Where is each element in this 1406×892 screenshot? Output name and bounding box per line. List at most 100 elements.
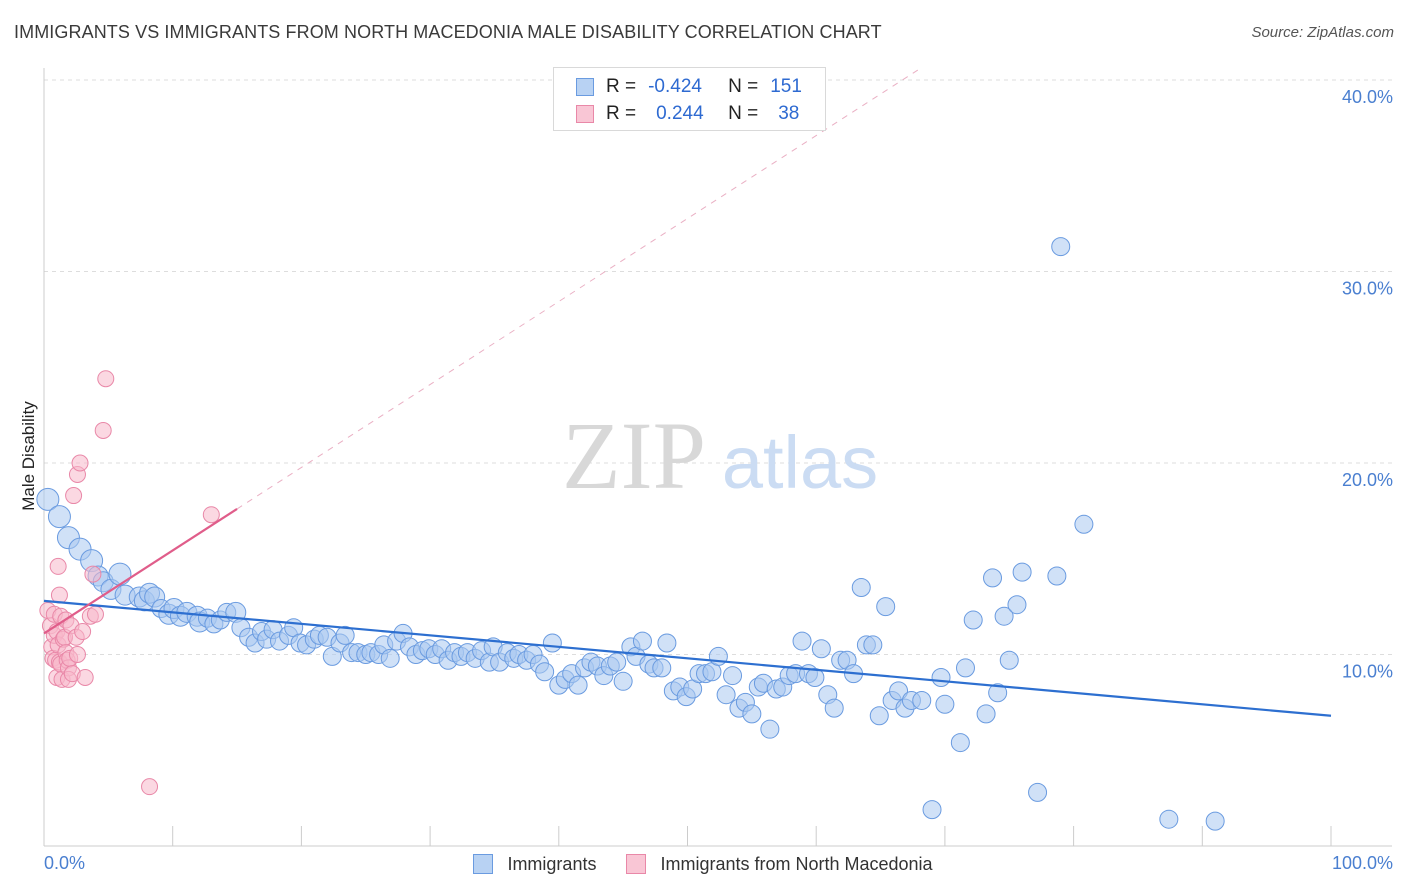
data-point-immigrants	[380, 648, 400, 668]
data-point-immigrants	[632, 631, 652, 651]
data-point-macedonia	[76, 668, 94, 686]
x-tick-label: 100.0%	[1332, 853, 1393, 873]
data-point-immigrants	[876, 597, 896, 617]
data-point-macedonia	[74, 623, 92, 641]
r-value: 0.244	[656, 103, 704, 124]
series-legend: Immigrants Immigrants from North Macedon…	[0, 852, 1406, 876]
data-point-macedonia	[97, 370, 115, 388]
data-point-immigrants	[716, 685, 736, 705]
data-point-immigrants	[542, 633, 562, 653]
data-point-immigrants	[994, 606, 1014, 626]
data-point-immigrants	[935, 694, 955, 714]
r-label: R =	[606, 103, 637, 124]
r-label: R =	[606, 76, 637, 97]
y-tick-label: 30.0%	[1342, 279, 1393, 299]
data-point-immigrants	[335, 625, 355, 645]
data-point-immigrants	[1205, 811, 1225, 831]
data-point-immigrants	[613, 671, 633, 691]
trendline-immigrants	[43, 599, 1332, 717]
y-axis-title: Male Disability	[19, 401, 38, 511]
data-point-immigrants	[955, 658, 975, 678]
grid-lines	[44, 79, 1392, 655]
data-point-immigrants	[851, 577, 871, 597]
data-point-immigrants	[568, 675, 588, 695]
stats-legend-row-macedonia: R = 0.244 N = 38	[576, 102, 799, 126]
legend-label-immigrants: Immigrants	[507, 853, 597, 874]
data-point-immigrants	[47, 505, 71, 529]
watermark: ZIP atlas	[562, 402, 878, 509]
data-point-immigrants	[889, 681, 909, 701]
data-point-immigrants	[963, 610, 983, 630]
data-point-immigrants	[792, 631, 812, 651]
series-immigrants	[36, 237, 1225, 831]
data-point-immigrants	[36, 487, 60, 511]
legend-swatch-immigrants	[576, 78, 594, 96]
legend-item-macedonia[interactable]: Immigrants from North Macedonia	[626, 853, 933, 875]
data-point-immigrants	[1051, 237, 1071, 257]
y-tick-label: 10.0%	[1342, 662, 1393, 682]
data-point-macedonia	[49, 557, 67, 575]
data-point-immigrants	[983, 568, 1003, 588]
y-tick-label: 40.0%	[1342, 87, 1393, 107]
source-label: Source: ZipAtlas.com	[1251, 24, 1394, 41]
n-value: 38	[778, 103, 800, 124]
data-point-immigrants	[805, 667, 825, 687]
stats-legend-row-immigrants: R = -0.424 N = 151	[576, 75, 802, 99]
data-point-immigrants	[607, 652, 627, 672]
data-point-immigrants	[811, 639, 831, 659]
n-label: N =	[728, 76, 759, 97]
data-point-immigrants	[1028, 782, 1048, 802]
data-point-macedonia	[71, 454, 89, 472]
trend-extension	[236, 68, 920, 510]
axes	[43, 68, 1392, 847]
data-point-immigrants	[1012, 562, 1032, 582]
data-point-macedonia	[68, 646, 86, 663]
data-point-immigrants	[1074, 514, 1094, 534]
data-point-immigrants	[824, 698, 844, 718]
data-point-macedonia	[202, 506, 220, 524]
legend-swatch-immigrants	[473, 854, 494, 874]
watermark-zip: ZIP	[562, 402, 706, 509]
data-point-immigrants	[999, 650, 1019, 670]
data-point-macedonia	[65, 487, 83, 505]
data-point-immigrants	[1159, 809, 1179, 829]
legend-label-macedonia: Immigrants from North Macedonia	[660, 853, 933, 874]
data-point-immigrants	[535, 662, 555, 682]
data-point-immigrants	[760, 719, 780, 739]
data-point-macedonia	[141, 778, 159, 796]
r-value: -0.424	[648, 76, 702, 97]
y-tick-label: 20.0%	[1342, 470, 1393, 490]
data-point-macedonia	[84, 565, 102, 583]
data-point-immigrants	[1047, 566, 1067, 586]
trendline-macedonia	[43, 508, 238, 635]
data-point-immigrants	[742, 704, 762, 724]
legend-swatch-macedonia	[576, 105, 594, 123]
chart-title: IMMIGRANTS VS IMMIGRANTS FROM NORTH MACE…	[14, 22, 882, 42]
stats-legend: R = -0.424 N = 151 R = 0.244 N = 38	[553, 67, 826, 131]
data-point-immigrants	[931, 667, 951, 687]
trendlines	[43, 508, 1332, 717]
data-point-immigrants	[657, 633, 677, 653]
data-point-immigrants	[988, 683, 1008, 703]
legend-swatch-macedonia	[626, 854, 647, 874]
x-tick-label: 0.0%	[44, 853, 85, 873]
data-point-immigrants	[723, 666, 743, 686]
data-point-immigrants	[950, 733, 970, 753]
data-point-immigrants	[922, 800, 942, 820]
trend-extension-line	[236, 68, 920, 510]
data-point-immigrants	[1007, 595, 1027, 615]
data-point-macedonia	[86, 605, 104, 623]
data-point-immigrants	[108, 562, 132, 586]
legend-item-immigrants[interactable]: Immigrants	[473, 854, 596, 875]
data-point-macedonia	[94, 421, 112, 439]
series-north-macedonia	[39, 370, 220, 796]
data-point-immigrants	[652, 658, 672, 678]
data-point-immigrants	[863, 635, 883, 655]
n-value: 151	[770, 76, 802, 97]
data-point-immigrants	[912, 690, 932, 710]
data-point-immigrants	[869, 706, 889, 726]
n-label: N =	[728, 103, 759, 124]
watermark-atlas: atlas	[722, 421, 878, 504]
data-point-immigrants	[976, 704, 996, 724]
